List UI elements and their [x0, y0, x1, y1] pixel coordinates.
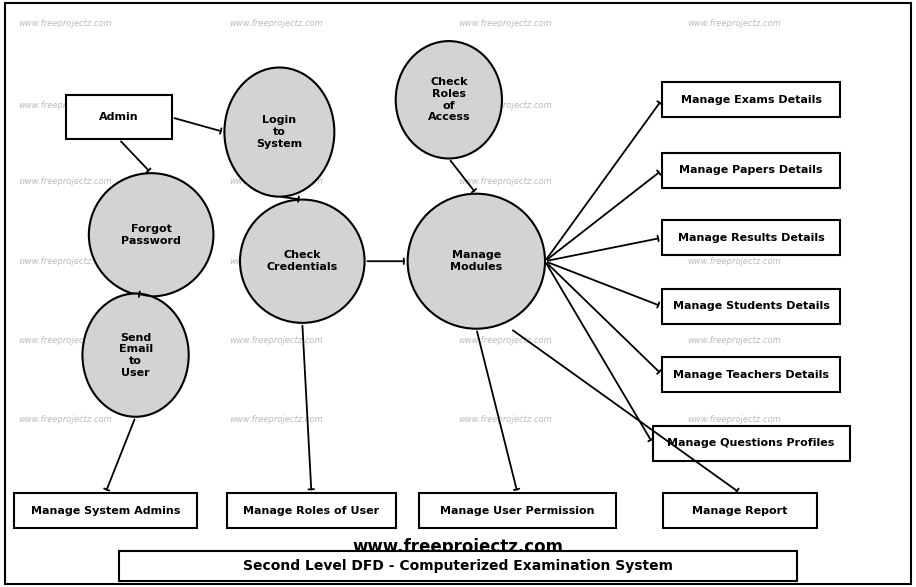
Text: www.freeprojectz.com: www.freeprojectz.com [687, 257, 780, 266]
Text: www.freeprojectz.com: www.freeprojectz.com [229, 336, 322, 345]
Text: www.freeprojectz.com: www.freeprojectz.com [458, 336, 551, 345]
FancyBboxPatch shape [67, 95, 172, 139]
FancyBboxPatch shape [14, 493, 197, 528]
Text: Manage
Modules: Manage Modules [450, 251, 503, 272]
Text: www.freeprojectz.com: www.freeprojectz.com [687, 177, 780, 187]
Text: Manage System Admins: Manage System Admins [30, 505, 180, 516]
Text: Manage Papers Details: Manage Papers Details [680, 165, 823, 176]
Text: www.freeprojectz.com: www.freeprojectz.com [458, 257, 551, 266]
FancyBboxPatch shape [227, 493, 396, 528]
Text: www.freeprojectz.com: www.freeprojectz.com [458, 415, 551, 424]
Text: Manage Report: Manage Report [692, 505, 788, 516]
Text: www.freeprojectz.com: www.freeprojectz.com [687, 101, 780, 110]
FancyBboxPatch shape [661, 357, 840, 392]
Text: www.freeprojectz.com: www.freeprojectz.com [229, 257, 322, 266]
Text: Manage Exams Details: Manage Exams Details [681, 95, 822, 105]
Text: www.freeprojectz.com: www.freeprojectz.com [18, 19, 112, 28]
Text: www.freeprojectz.com: www.freeprojectz.com [458, 177, 551, 187]
Text: Manage Results Details: Manage Results Details [678, 232, 824, 243]
Text: www.freeprojectz.com: www.freeprojectz.com [18, 415, 112, 424]
Text: www.freeprojectz.com: www.freeprojectz.com [229, 177, 322, 187]
Ellipse shape [396, 41, 502, 158]
Text: www.freeprojectz.com: www.freeprojectz.com [229, 19, 322, 28]
FancyBboxPatch shape [5, 3, 911, 584]
Text: Admin: Admin [99, 112, 139, 123]
Text: www.freeprojectz.com: www.freeprojectz.com [229, 494, 322, 504]
Text: Manage Students Details: Manage Students Details [672, 301, 830, 312]
Text: www.freeprojectz.com: www.freeprojectz.com [687, 415, 780, 424]
Text: www.freeprojectz.com: www.freeprojectz.com [18, 336, 112, 345]
Text: www.freeprojectz.com: www.freeprojectz.com [353, 538, 563, 556]
Text: Manage Roles of User: Manage Roles of User [244, 505, 379, 516]
FancyBboxPatch shape [661, 82, 840, 117]
FancyBboxPatch shape [661, 289, 840, 324]
Text: www.freeprojectz.com: www.freeprojectz.com [687, 336, 780, 345]
Text: Manage User Permission: Manage User Permission [441, 505, 594, 516]
Ellipse shape [89, 173, 213, 296]
FancyBboxPatch shape [663, 493, 817, 528]
Ellipse shape [240, 200, 365, 323]
Text: Manage Questions Profiles: Manage Questions Profiles [668, 438, 834, 448]
Ellipse shape [82, 294, 189, 417]
Text: Login
to
System: Login to System [256, 116, 302, 149]
Text: Second Level DFD - Computerized Examination System: Second Level DFD - Computerized Examinat… [243, 559, 673, 573]
FancyBboxPatch shape [419, 493, 616, 528]
FancyBboxPatch shape [661, 153, 840, 188]
Text: www.freeprojectz.com: www.freeprojectz.com [458, 101, 551, 110]
FancyBboxPatch shape [652, 426, 849, 461]
Text: www.freeprojectz.com: www.freeprojectz.com [18, 494, 112, 504]
Text: www.freeprojectz.com: www.freeprojectz.com [458, 494, 551, 504]
FancyBboxPatch shape [119, 551, 797, 581]
Text: Check
Credentials: Check Credentials [267, 251, 338, 272]
Ellipse shape [224, 68, 334, 197]
Text: www.freeprojectz.com: www.freeprojectz.com [687, 19, 780, 28]
Text: www.freeprojectz.com: www.freeprojectz.com [458, 19, 551, 28]
Text: www.freeprojectz.com: www.freeprojectz.com [18, 101, 112, 110]
Ellipse shape [408, 194, 545, 329]
Text: www.freeprojectz.com: www.freeprojectz.com [229, 101, 322, 110]
Text: www.freeprojectz.com: www.freeprojectz.com [18, 177, 112, 187]
Text: www.freeprojectz.com: www.freeprojectz.com [18, 257, 112, 266]
Text: www.freeprojectz.com: www.freeprojectz.com [229, 415, 322, 424]
Text: www.freeprojectz.com: www.freeprojectz.com [687, 494, 780, 504]
Text: Forgot
Password: Forgot Password [121, 224, 181, 245]
FancyBboxPatch shape [661, 220, 840, 255]
Text: Send
Email
to
User: Send Email to User [118, 333, 153, 377]
Text: Manage Teachers Details: Manage Teachers Details [673, 369, 829, 380]
Text: Check
Roles
of
Access: Check Roles of Access [428, 77, 470, 122]
